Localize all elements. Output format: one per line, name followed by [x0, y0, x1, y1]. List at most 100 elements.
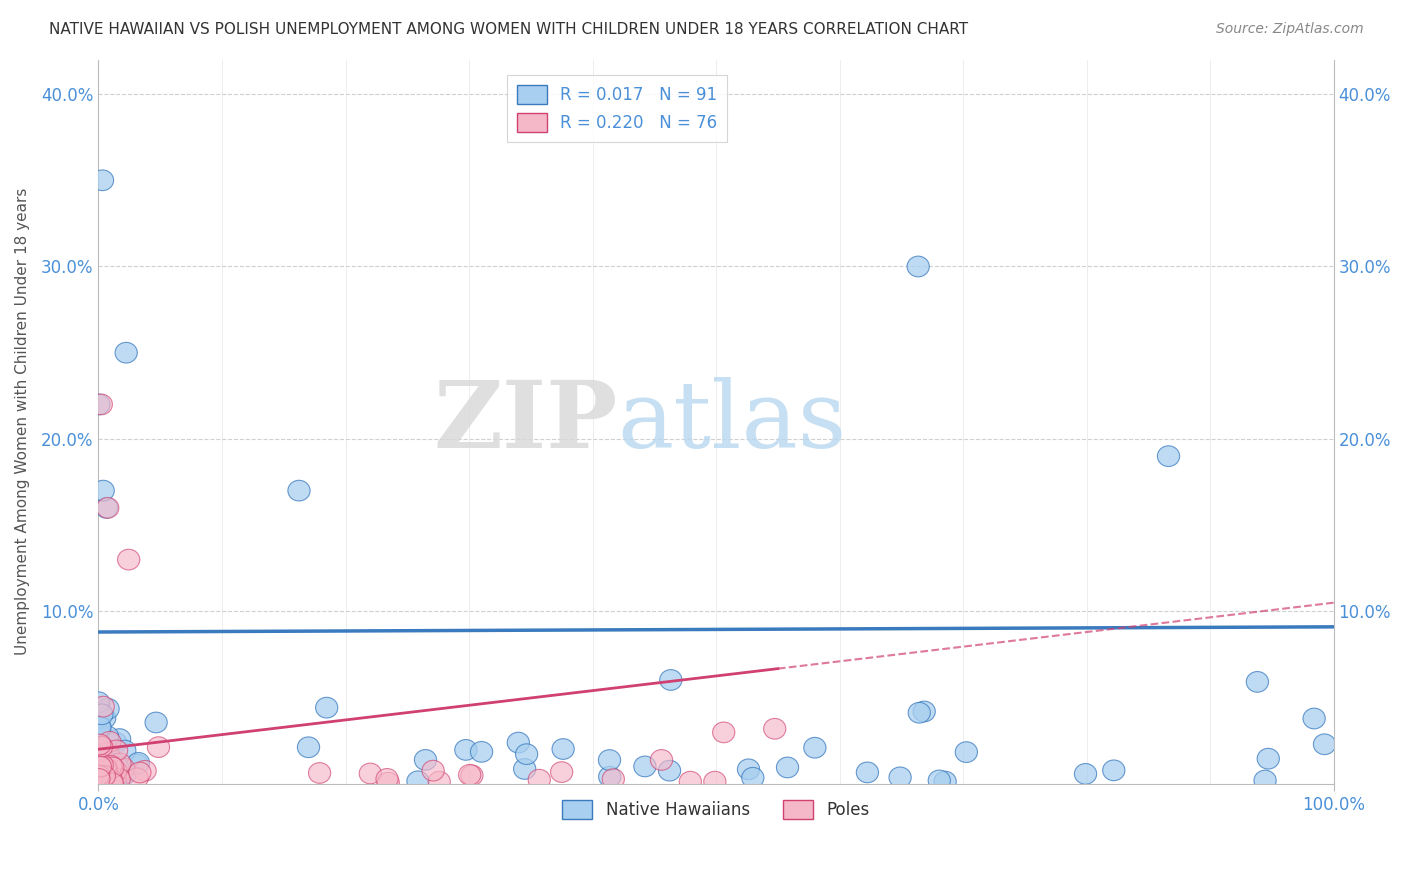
Ellipse shape: [90, 772, 111, 793]
Ellipse shape: [91, 755, 114, 775]
Ellipse shape: [658, 760, 681, 781]
Ellipse shape: [93, 760, 115, 781]
Ellipse shape: [90, 747, 112, 768]
Ellipse shape: [94, 743, 117, 764]
Text: atlas: atlas: [617, 376, 846, 467]
Ellipse shape: [89, 753, 111, 773]
Ellipse shape: [553, 739, 574, 759]
Ellipse shape: [110, 764, 131, 785]
Ellipse shape: [87, 394, 110, 415]
Ellipse shape: [87, 769, 110, 790]
Ellipse shape: [104, 760, 127, 780]
Ellipse shape: [90, 751, 112, 772]
Ellipse shape: [118, 549, 139, 570]
Ellipse shape: [454, 739, 477, 760]
Legend: Native Hawaiians, Poles: Native Hawaiians, Poles: [555, 794, 876, 826]
Ellipse shape: [94, 729, 115, 749]
Ellipse shape: [91, 751, 114, 772]
Ellipse shape: [529, 769, 550, 790]
Ellipse shape: [315, 698, 337, 718]
Ellipse shape: [288, 480, 311, 501]
Ellipse shape: [105, 732, 127, 754]
Ellipse shape: [1313, 734, 1336, 755]
Ellipse shape: [100, 756, 122, 778]
Ellipse shape: [94, 761, 115, 781]
Ellipse shape: [458, 764, 481, 785]
Ellipse shape: [508, 732, 530, 753]
Ellipse shape: [90, 749, 112, 770]
Ellipse shape: [908, 702, 931, 723]
Ellipse shape: [110, 765, 132, 786]
Ellipse shape: [107, 764, 129, 784]
Ellipse shape: [89, 771, 110, 791]
Ellipse shape: [90, 736, 112, 757]
Ellipse shape: [91, 170, 114, 191]
Ellipse shape: [89, 757, 111, 779]
Ellipse shape: [87, 692, 110, 713]
Ellipse shape: [97, 726, 118, 747]
Ellipse shape: [804, 738, 825, 758]
Ellipse shape: [98, 771, 120, 792]
Ellipse shape: [101, 760, 124, 780]
Ellipse shape: [87, 756, 110, 777]
Ellipse shape: [96, 498, 118, 518]
Ellipse shape: [90, 771, 112, 791]
Ellipse shape: [104, 754, 127, 774]
Ellipse shape: [115, 343, 138, 363]
Ellipse shape: [129, 762, 150, 783]
Ellipse shape: [1257, 748, 1279, 769]
Ellipse shape: [98, 753, 120, 773]
Ellipse shape: [89, 759, 111, 780]
Ellipse shape: [87, 698, 110, 719]
Ellipse shape: [127, 768, 148, 789]
Ellipse shape: [763, 718, 786, 739]
Ellipse shape: [98, 771, 121, 791]
Ellipse shape: [90, 771, 111, 791]
Ellipse shape: [108, 769, 131, 789]
Ellipse shape: [513, 758, 536, 780]
Ellipse shape: [87, 764, 110, 784]
Ellipse shape: [742, 767, 763, 789]
Ellipse shape: [599, 749, 620, 771]
Ellipse shape: [90, 763, 111, 783]
Ellipse shape: [90, 765, 112, 786]
Ellipse shape: [108, 729, 131, 749]
Ellipse shape: [105, 740, 128, 761]
Ellipse shape: [89, 772, 111, 792]
Ellipse shape: [94, 759, 117, 780]
Ellipse shape: [415, 749, 437, 771]
Ellipse shape: [89, 750, 111, 771]
Ellipse shape: [91, 704, 112, 724]
Ellipse shape: [91, 480, 114, 501]
Ellipse shape: [108, 753, 131, 774]
Ellipse shape: [704, 772, 725, 792]
Y-axis label: Unemployment Among Women with Children Under 18 years: Unemployment Among Women with Children U…: [15, 188, 30, 656]
Ellipse shape: [96, 762, 118, 782]
Ellipse shape: [91, 756, 114, 777]
Ellipse shape: [87, 739, 110, 759]
Ellipse shape: [87, 759, 110, 780]
Ellipse shape: [406, 771, 429, 791]
Ellipse shape: [127, 754, 148, 775]
Ellipse shape: [104, 760, 127, 780]
Ellipse shape: [737, 759, 759, 780]
Ellipse shape: [101, 770, 122, 791]
Ellipse shape: [1303, 708, 1326, 729]
Ellipse shape: [148, 737, 170, 757]
Ellipse shape: [955, 742, 977, 763]
Text: Source: ZipAtlas.com: Source: ZipAtlas.com: [1216, 22, 1364, 37]
Ellipse shape: [713, 722, 735, 743]
Ellipse shape: [100, 772, 122, 792]
Ellipse shape: [651, 749, 672, 771]
Ellipse shape: [93, 697, 114, 717]
Ellipse shape: [679, 772, 702, 792]
Ellipse shape: [87, 749, 110, 770]
Ellipse shape: [101, 757, 124, 778]
Ellipse shape: [1102, 760, 1125, 780]
Ellipse shape: [87, 766, 110, 787]
Ellipse shape: [634, 756, 657, 777]
Ellipse shape: [90, 770, 112, 790]
Ellipse shape: [551, 762, 572, 782]
Ellipse shape: [89, 766, 111, 787]
Ellipse shape: [134, 761, 156, 781]
